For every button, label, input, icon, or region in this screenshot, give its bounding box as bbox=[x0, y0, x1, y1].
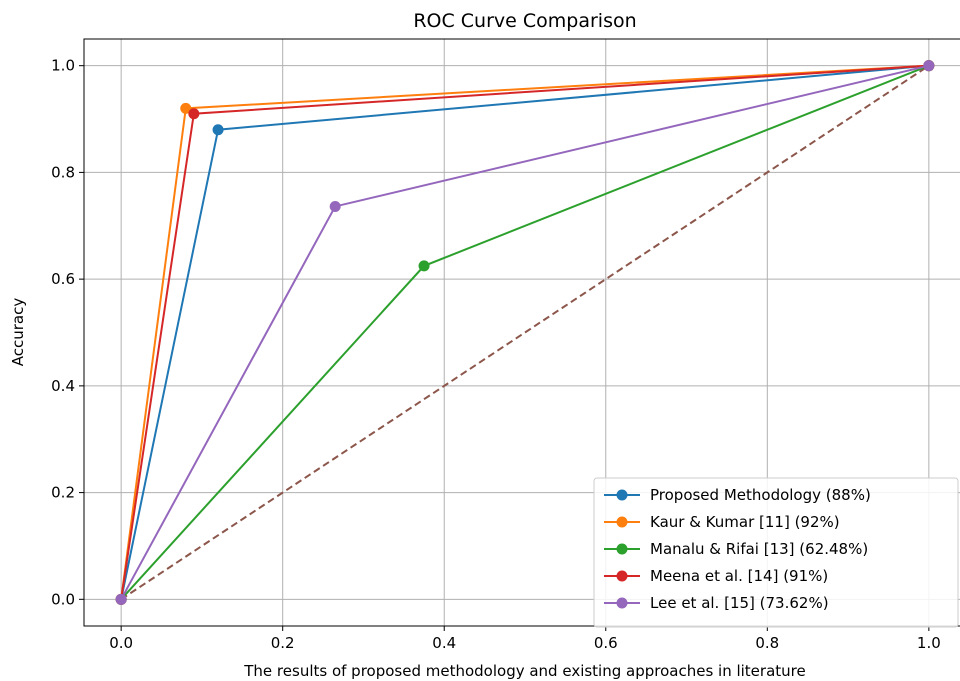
series-1-point-1 bbox=[180, 102, 192, 114]
legend-entry-label: Manalu & Rifai [13] (62.48%) bbox=[650, 540, 868, 558]
y-tick-label: 0.8 bbox=[51, 163, 75, 181]
y-tick-label: 0.2 bbox=[51, 484, 75, 502]
y-tick-label: 0.6 bbox=[51, 270, 75, 288]
legend-swatch-marker bbox=[616, 516, 628, 528]
x-tick-label: 0.0 bbox=[109, 634, 133, 652]
chart-title: ROC Curve Comparison bbox=[413, 10, 636, 32]
series-4-point-0 bbox=[115, 593, 127, 605]
x-axis-label: The results of proposed methodology and … bbox=[243, 662, 805, 680]
series-lines bbox=[115, 60, 935, 605]
legend: Proposed Methodology (88%) Kaur & Kumar [… bbox=[593, 477, 959, 628]
legend-swatch-marker bbox=[616, 597, 628, 609]
legend-swatch-marker bbox=[616, 570, 628, 582]
legend-swatch-marker bbox=[616, 543, 628, 555]
legend-entry-label: Proposed Methodology (88%) bbox=[650, 486, 871, 504]
legend-box bbox=[593, 477, 959, 628]
legend-swatch-marker bbox=[616, 489, 628, 501]
legend-entry-label: Kaur & Kumar [11] (92%) bbox=[650, 513, 840, 531]
y-tick-label: 0.4 bbox=[51, 377, 75, 395]
series-4-point-2 bbox=[923, 60, 935, 72]
random-classifier-reference-line bbox=[120, 64, 930, 601]
x-tick-label: 0.2 bbox=[271, 634, 295, 652]
legend-entry-label: Lee et al. [15] (73.62%) bbox=[650, 594, 829, 612]
x-tick-label: 0.6 bbox=[594, 634, 618, 652]
series-3-point-1 bbox=[188, 108, 200, 120]
y-tick-label: 0.0 bbox=[51, 590, 75, 608]
y-tick-label: 1.0 bbox=[51, 57, 75, 75]
series-0-point-1 bbox=[212, 124, 224, 136]
grid-lines bbox=[84, 39, 960, 626]
y-axis-label: Accuracy bbox=[9, 298, 27, 367]
x-tick-label: 1.0 bbox=[917, 634, 941, 652]
plot-area-frame bbox=[83, 38, 960, 627]
legend-entry-label: Meena et al. [14] (91%) bbox=[650, 567, 828, 585]
x-tick-label: 0.8 bbox=[755, 634, 779, 652]
x-tick-label: 0.4 bbox=[432, 634, 456, 652]
series-4-point-1 bbox=[329, 200, 341, 212]
series-2-point-1 bbox=[418, 260, 430, 272]
